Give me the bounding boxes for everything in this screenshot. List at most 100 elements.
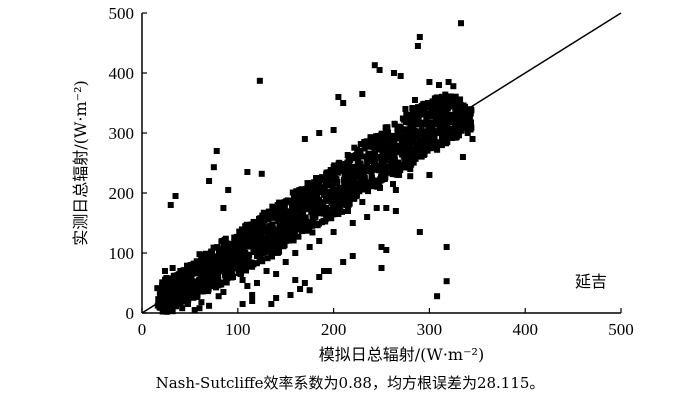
data-point: [302, 186, 309, 193]
data-point: [265, 236, 272, 243]
data-point: [252, 246, 259, 253]
data-point: [299, 228, 306, 235]
data-point: [414, 43, 421, 49]
data-point: [269, 221, 276, 228]
data-point: [203, 282, 210, 289]
data-point: [289, 189, 296, 196]
data-point: [426, 79, 433, 85]
data-point: [409, 149, 416, 156]
data-point: [292, 223, 299, 229]
data-point: [183, 295, 190, 302]
data-point: [180, 291, 187, 298]
data-point: [359, 91, 366, 97]
data-point: [274, 226, 281, 233]
data-point: [314, 206, 321, 213]
data-point: [169, 302, 176, 309]
data-point: [202, 250, 209, 257]
data-point: [235, 270, 242, 277]
data-point: [275, 237, 282, 244]
data-point: [236, 256, 243, 263]
data-point: [319, 184, 326, 191]
data-point: [196, 305, 203, 312]
data-point: [260, 217, 267, 224]
data-point: [373, 205, 380, 211]
data-point: [423, 121, 430, 128]
data-point: [412, 97, 419, 103]
data-point: [179, 295, 186, 302]
data-point: [253, 260, 260, 267]
data-point: [443, 136, 450, 143]
x-tick-label: 0: [138, 320, 147, 339]
data-point: [269, 253, 276, 260]
data-point: [399, 133, 406, 140]
data-point: [442, 103, 449, 110]
data-point: [222, 255, 229, 262]
data-point: [308, 208, 315, 215]
x-axis-title: 模拟日总辐射/(W·m⁻²): [319, 345, 484, 364]
data-point: [421, 100, 428, 107]
data-point: [295, 233, 302, 240]
data-point: [408, 127, 415, 134]
data-point: [231, 255, 238, 262]
data-point: [213, 148, 220, 154]
data-point: [405, 137, 412, 144]
data-point: [463, 112, 470, 119]
data-point: [355, 147, 362, 154]
data-point: [437, 130, 444, 137]
data-point: [327, 172, 334, 179]
data-point: [171, 281, 178, 288]
data-point: [371, 137, 378, 144]
data-point: [202, 253, 209, 260]
data-point: [245, 256, 252, 263]
data-point: [420, 130, 427, 137]
data-point: [390, 146, 397, 153]
data-point: [392, 187, 399, 193]
data-point: [429, 123, 436, 130]
data-point: [425, 145, 432, 152]
data-point: [178, 287, 185, 294]
data-point: [290, 201, 297, 208]
data-point: [294, 202, 301, 209]
data-point: [294, 219, 301, 226]
data-point: [411, 127, 418, 134]
data-point: [395, 135, 402, 142]
data-point: [243, 267, 250, 274]
data-point: [328, 215, 335, 222]
data-point: [432, 121, 439, 128]
data-point: [364, 185, 371, 192]
data-point: [423, 115, 430, 122]
data-point: [376, 146, 383, 153]
data-point: [371, 159, 378, 166]
data-point: [447, 93, 454, 100]
data-point: [256, 77, 263, 84]
data-point: [269, 203, 276, 210]
data-point: [316, 238, 323, 244]
data-point: [258, 170, 265, 177]
data-point: [469, 136, 476, 142]
data-point: [250, 238, 257, 245]
data-point: [188, 292, 195, 299]
data-point: [459, 154, 466, 160]
data-point: [266, 231, 273, 238]
data-point: [249, 292, 256, 298]
data-point: [340, 100, 347, 106]
data-point: [182, 272, 189, 279]
data-point: [265, 247, 272, 254]
data-point: [459, 103, 466, 110]
data-point: [332, 176, 339, 183]
data-point: [437, 118, 444, 125]
data-point: [280, 211, 287, 218]
data-point: [392, 161, 399, 168]
data-point: [309, 229, 316, 236]
data-point: [374, 165, 381, 172]
data-point: [455, 115, 462, 121]
data-point: [273, 295, 280, 301]
data-point: [239, 277, 246, 283]
data-point: [352, 166, 359, 173]
data-point: [410, 118, 417, 125]
data-point: [324, 197, 331, 204]
data-point: [361, 138, 368, 145]
data-point: [252, 234, 259, 241]
data-point: [359, 199, 366, 205]
data-point: [198, 256, 205, 263]
